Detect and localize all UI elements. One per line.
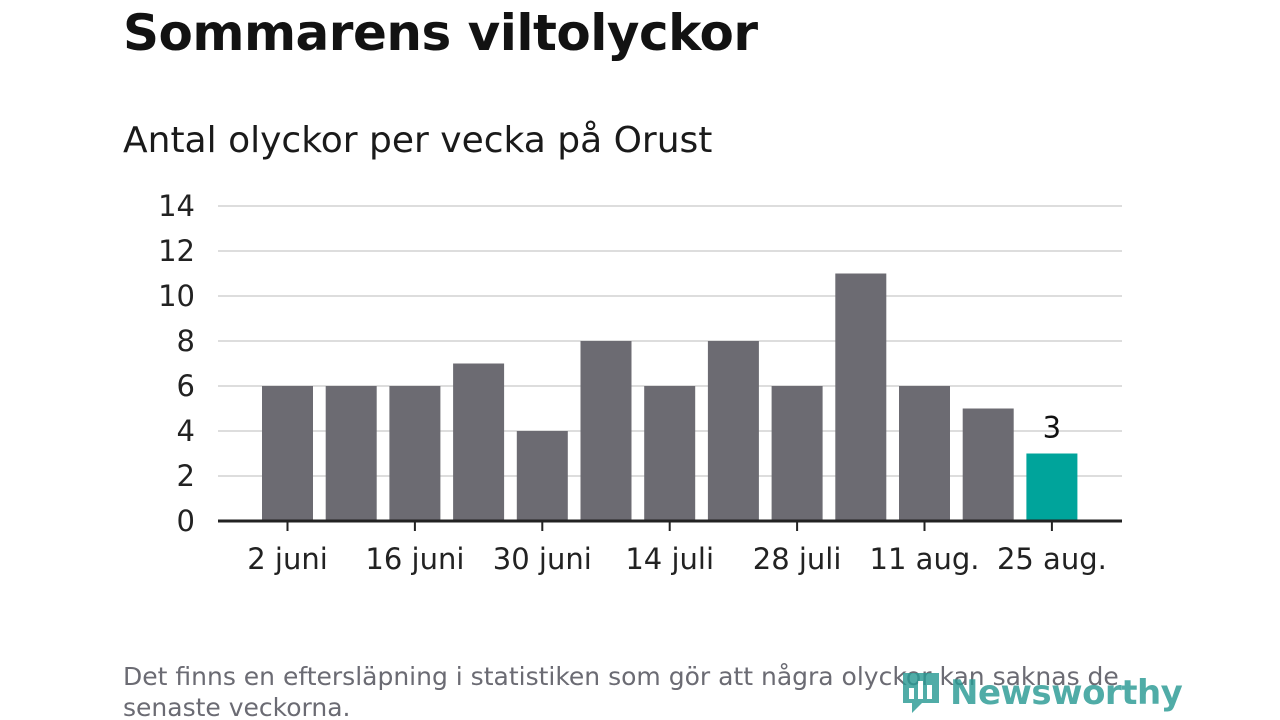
y-tick-label: 10 — [158, 279, 195, 313]
bar — [389, 386, 441, 521]
x-tick-label: 11 aug. — [870, 542, 980, 576]
bar — [644, 386, 696, 521]
y-tick-label: 6 — [177, 369, 195, 403]
y-tick-label: 8 — [177, 324, 195, 358]
x-tick-label: 14 juli — [625, 542, 714, 576]
footnote: Det finns en eftersläpning i statistiken… — [123, 662, 1119, 720]
y-tick-label: 0 — [177, 504, 195, 538]
bar — [771, 386, 823, 521]
x-axis-ticks: 2 juni 16 juni 30 juni 14 juli 28 juli 11 aug… — [247, 521, 1107, 576]
data-labels: 3 — [1043, 411, 1061, 445]
chart-title: Sommarens viltolyckor — [123, 4, 758, 62]
bar — [899, 386, 950, 521]
newsworthy-logo-text: Newsworthy — [950, 673, 1183, 713]
bars — [262, 273, 1078, 521]
bar — [707, 341, 759, 521]
x-tick-label: 25 aug. — [997, 542, 1107, 576]
y-tick-label: 12 — [158, 234, 195, 268]
bar-highlight — [1026, 453, 1078, 521]
bar — [262, 386, 313, 521]
x-tick-label: 16 juni — [365, 542, 464, 576]
chart-subtitle: Antal olyckor per vecka på Orust — [123, 120, 713, 161]
bar — [835, 273, 887, 521]
x-tick-label: 28 juli — [753, 542, 842, 576]
x-tick-label: 2 juni — [247, 542, 328, 576]
bar — [453, 363, 505, 521]
y-axis-ticks: 0 2 4 6 8 10 12 14 — [158, 189, 195, 538]
bar — [962, 408, 1014, 521]
data-label: 3 — [1043, 411, 1061, 445]
newsworthy-logo-icon — [903, 673, 939, 713]
bar — [516, 431, 568, 521]
y-tick-label: 4 — [177, 414, 195, 448]
y-tick-label: 2 — [177, 459, 195, 493]
x-tick-label: 30 juni — [493, 542, 592, 576]
bar — [325, 386, 377, 521]
y-tick-label: 14 — [158, 189, 195, 223]
newsworthy-logo: Newsworthy — [900, 668, 1183, 718]
bar — [580, 341, 632, 521]
